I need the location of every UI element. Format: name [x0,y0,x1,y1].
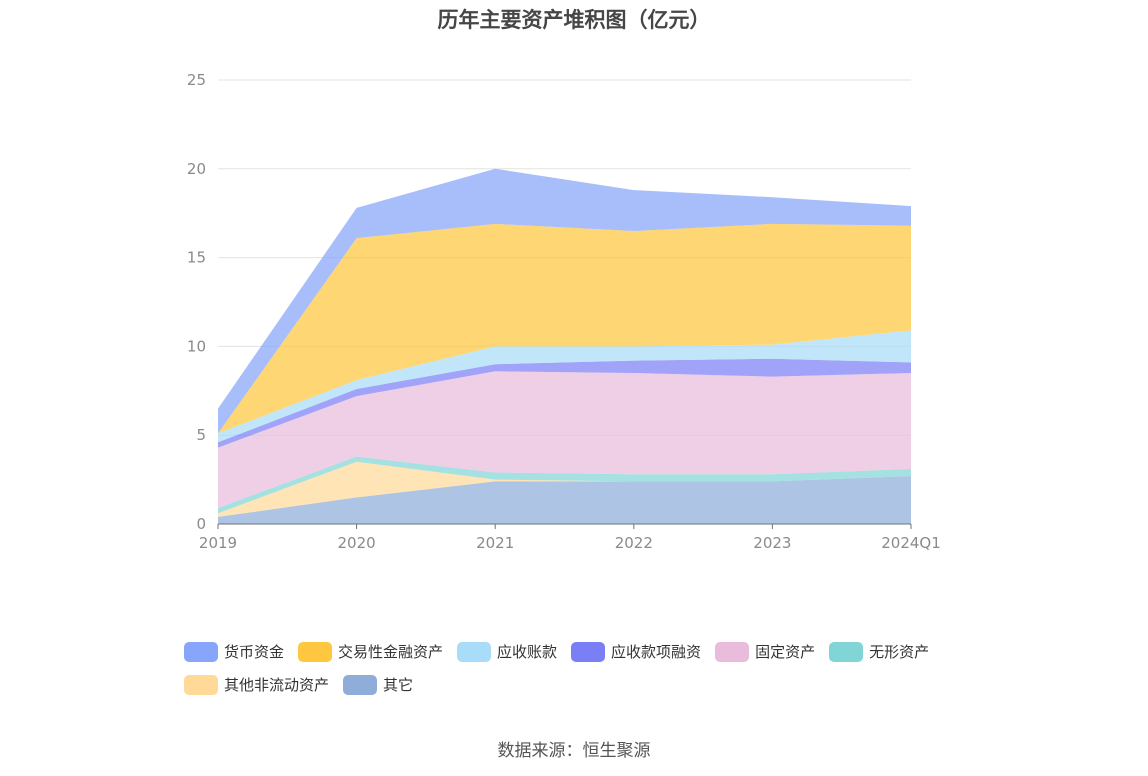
stacked-area-chart: 0 5 10 15 20 25 2019 2020 2021 2022 2023 2024Q1 [187,71,941,552]
legend-label: 货币资金 [224,643,285,661]
area-series-7 [218,168,911,434]
x-tick-label: 2021 [476,534,514,552]
x-tick-label: 2023 [753,534,791,552]
legend-item[interactable]: 固定资产 [715,640,815,663]
legend-label: 应收款项融资 [611,643,702,661]
y-tick-label: 10 [187,337,206,355]
x-tick-label: 2020 [338,534,376,552]
y-tick-label: 0 [196,515,206,533]
legend-swatch [457,641,492,662]
area-series-1 [218,461,911,517]
legend-label: 无形资产 [869,643,930,661]
legend-swatch [184,641,218,662]
y-tick-label: 20 [187,160,206,178]
legend-item[interactable]: 其他非流动资产 [184,673,329,696]
x-tick-label: 2022 [615,534,653,552]
area-series-3 [218,371,911,508]
legend-swatch [715,641,750,662]
legend-label: 其它 [383,676,414,694]
legend-label: 固定资产 [755,643,816,661]
y-tick-label: 25 [187,71,206,89]
legend-swatch [571,641,606,662]
legend-label: 应收账款 [497,643,558,661]
chart-title: 历年主要资产堆积图（亿元） [437,8,711,32]
y-tick-label: 5 [196,426,206,444]
area-series-0 [218,476,911,524]
legend: 货币资金 交易性金融资产 应收账款 应收款项融资 固定资产 无形资产其他非流动资产 其它 [184,640,1004,696]
legend-swatch [829,641,864,662]
legend-item[interactable]: 其它 [343,673,413,696]
legend-swatch [298,641,333,662]
axes: 0 5 10 15 20 25 2019 2020 2021 2022 2023 2024Q1 [187,71,941,552]
legend-label: 交易性金融资产 [338,643,444,661]
y-tick-label: 15 [187,249,206,267]
x-tick-label: 2024Q1 [881,534,941,552]
legend-item[interactable]: 交易性金融资产 [298,640,443,663]
area-series-5 [218,330,911,443]
legend-item[interactable]: 货币资金 [184,640,284,663]
legend-swatch [343,674,378,695]
area-series-4 [218,358,911,448]
area-series [218,168,911,524]
data-source: 数据来源：恒生聚源 [497,741,651,761]
legend-label: 其他非流动资产 [224,676,330,694]
legend-item[interactable]: 应收账款 [457,640,557,663]
area-series-6 [218,223,911,434]
legend-swatch [184,674,218,695]
x-tick-label: 2019 [199,534,237,552]
legend-item[interactable]: 应收款项融资 [571,640,701,663]
legend-item[interactable]: 无形资产 [829,640,929,663]
